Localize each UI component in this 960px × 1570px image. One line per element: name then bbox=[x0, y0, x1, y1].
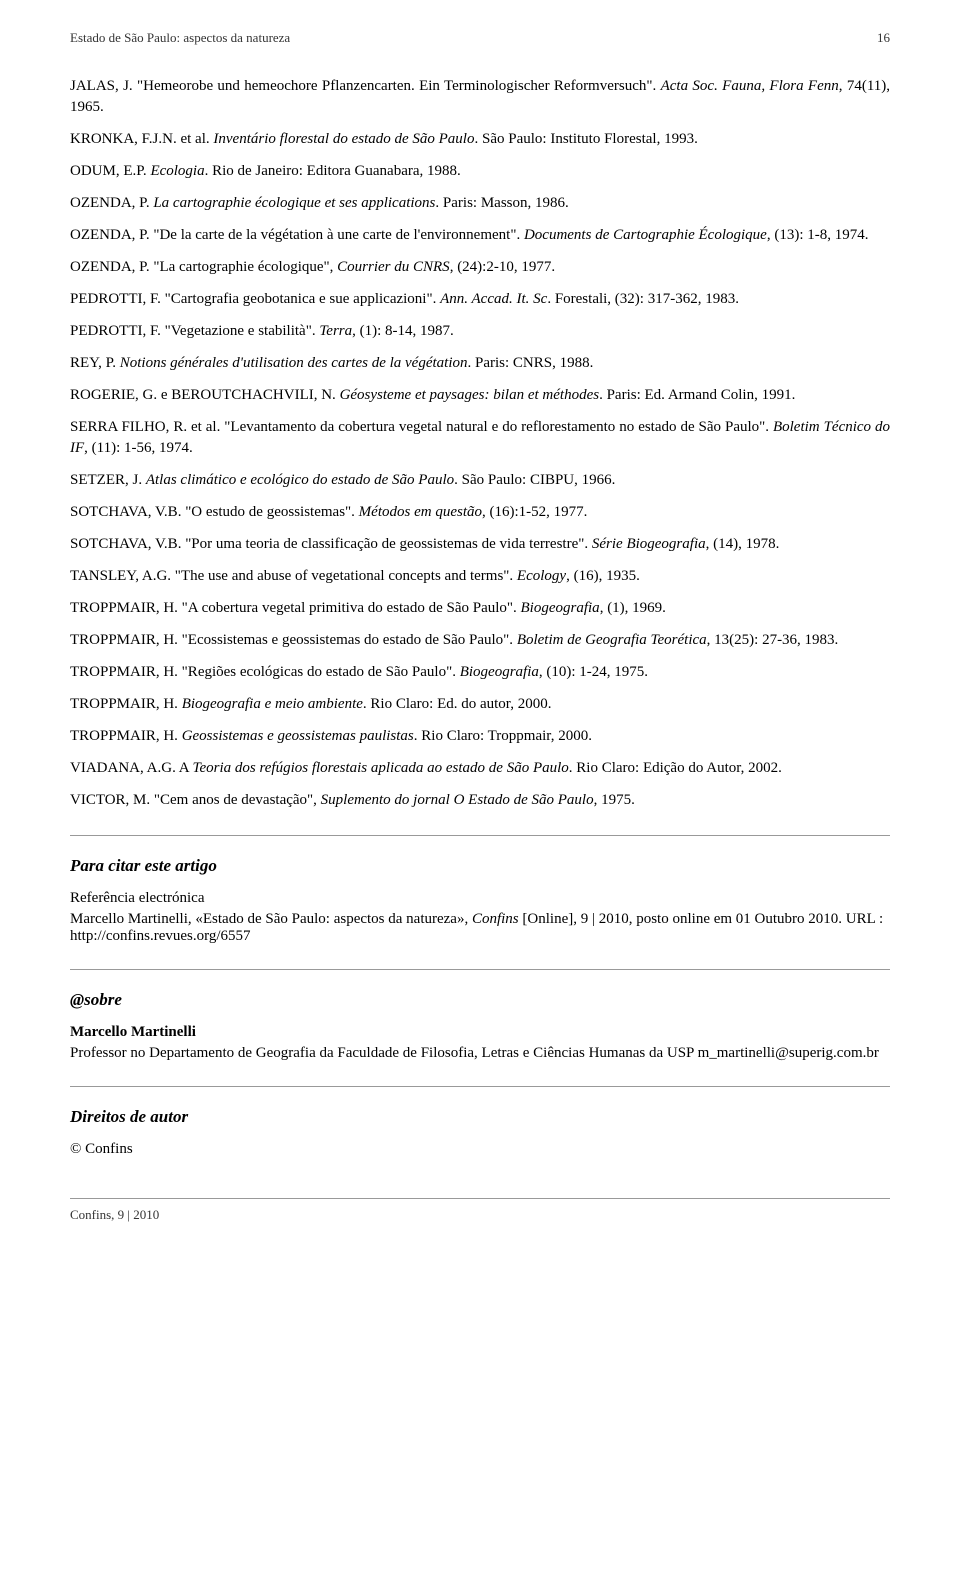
document-page: Estado de São Paulo: aspectos da naturez… bbox=[0, 0, 960, 1263]
reference-entry: ODUM, E.P. Ecologia. Rio de Janeiro: Edi… bbox=[70, 161, 890, 182]
references-list: JALAS, J. "Hemeorobe und hemeochore Pfla… bbox=[70, 76, 890, 811]
rights-section: Direitos de autor © Confins bbox=[70, 1107, 890, 1158]
reference-entry: VIADANA, A.G. A Teoria dos refúgios flor… bbox=[70, 758, 890, 779]
rights-heading: Direitos de autor bbox=[70, 1107, 890, 1127]
reference-entry: TROPPMAIR, H. "Ecossistemas e geossistem… bbox=[70, 630, 890, 651]
cite-subheading: Referência electrónica bbox=[70, 890, 890, 907]
cite-text: Marcello Martinelli, «Estado de São Paul… bbox=[70, 911, 890, 945]
about-heading: @sobre bbox=[70, 990, 890, 1010]
reference-entry: SOTCHAVA, V.B. "Por uma teoria de classi… bbox=[70, 534, 890, 555]
cite-heading: Para citar este artigo bbox=[70, 856, 890, 876]
author-affiliation: Professor no Departamento de Geografia d… bbox=[70, 1045, 890, 1062]
reference-entry: JALAS, J. "Hemeorobe und hemeochore Pfla… bbox=[70, 76, 890, 118]
about-section: @sobre Marcello Martinelli Professor no … bbox=[70, 990, 890, 1062]
reference-entry: SOTCHAVA, V.B. "O estudo de geossistemas… bbox=[70, 502, 890, 523]
reference-entry: OZENDA, P. La cartographie écologique et… bbox=[70, 193, 890, 214]
header-page-number: 16 bbox=[877, 30, 890, 46]
divider bbox=[70, 969, 890, 970]
reference-entry: PEDROTTI, F. "Cartografia geobotanica e … bbox=[70, 289, 890, 310]
reference-entry: OZENDA, P. "La cartographie écologique",… bbox=[70, 257, 890, 278]
reference-entry: TROPPMAIR, H. "A cobertura vegetal primi… bbox=[70, 598, 890, 619]
divider bbox=[70, 1086, 890, 1087]
rights-text: © Confins bbox=[70, 1141, 890, 1158]
page-header: Estado de São Paulo: aspectos da naturez… bbox=[70, 30, 890, 46]
reference-entry: OZENDA, P. "De la carte de la végétation… bbox=[70, 225, 890, 246]
reference-entry: ROGERIE, G. e BEROUTCHACHVILI, N. Géosys… bbox=[70, 385, 890, 406]
reference-entry: SETZER, J. Atlas climático e ecológico d… bbox=[70, 470, 890, 491]
divider bbox=[70, 835, 890, 836]
footer-text: Confins, 9 | 2010 bbox=[70, 1207, 159, 1222]
reference-entry: VICTOR, M. "Cem anos de devastação", Sup… bbox=[70, 790, 890, 811]
reference-entry: SERRA FILHO, R. et al. "Levantamento da … bbox=[70, 417, 890, 459]
page-footer: Confins, 9 | 2010 bbox=[70, 1198, 890, 1223]
reference-entry: TANSLEY, A.G. "The use and abuse of vege… bbox=[70, 566, 890, 587]
reference-entry: KRONKA, F.J.N. et al. Inventário florest… bbox=[70, 129, 890, 150]
reference-entry: TROPPMAIR, H. "Regiões ecológicas do est… bbox=[70, 662, 890, 683]
reference-entry: REY, P. Notions générales d'utilisation … bbox=[70, 353, 890, 374]
author-name: Marcello Martinelli bbox=[70, 1024, 890, 1041]
cite-section: Para citar este artigo Referência electr… bbox=[70, 856, 890, 945]
reference-entry: TROPPMAIR, H. Biogeografia e meio ambien… bbox=[70, 694, 890, 715]
header-title: Estado de São Paulo: aspectos da naturez… bbox=[70, 30, 290, 45]
reference-entry: TROPPMAIR, H. Geossistemas e geossistema… bbox=[70, 726, 890, 747]
reference-entry: PEDROTTI, F. "Vegetazione e stabilità". … bbox=[70, 321, 890, 342]
